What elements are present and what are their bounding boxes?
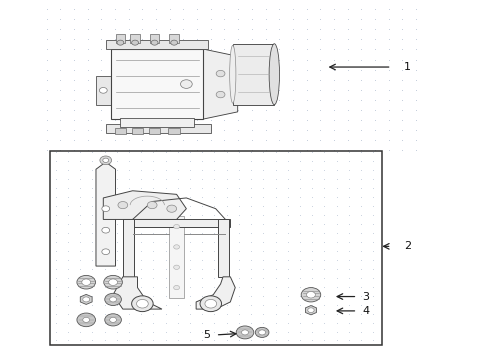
Circle shape — [242, 330, 248, 335]
Text: 1: 1 — [404, 62, 411, 72]
Circle shape — [105, 314, 122, 326]
Circle shape — [171, 40, 177, 45]
Text: 2: 2 — [404, 241, 411, 251]
Bar — [123, 220, 134, 277]
Polygon shape — [113, 277, 162, 309]
Circle shape — [83, 297, 90, 302]
Polygon shape — [203, 49, 238, 119]
Bar — [123, 219, 230, 226]
Circle shape — [255, 327, 269, 337]
Circle shape — [110, 297, 117, 302]
Circle shape — [118, 202, 128, 209]
Circle shape — [105, 293, 122, 306]
Circle shape — [117, 40, 124, 45]
Bar — [218, 220, 229, 277]
Bar — [106, 40, 208, 49]
Circle shape — [132, 40, 139, 45]
Circle shape — [82, 279, 91, 285]
Circle shape — [77, 313, 96, 327]
Circle shape — [167, 205, 176, 212]
Circle shape — [173, 225, 179, 229]
Circle shape — [307, 292, 316, 298]
Circle shape — [83, 318, 90, 322]
Text: 4: 4 — [362, 306, 369, 316]
Circle shape — [173, 285, 179, 290]
Bar — [169, 34, 179, 42]
Bar — [233, 44, 274, 105]
Circle shape — [180, 80, 192, 88]
Circle shape — [104, 275, 122, 289]
Circle shape — [173, 245, 179, 249]
Circle shape — [205, 300, 217, 308]
Circle shape — [216, 91, 225, 98]
Circle shape — [102, 206, 110, 212]
Bar — [116, 34, 125, 42]
Bar — [115, 129, 126, 134]
Circle shape — [200, 296, 221, 312]
Text: 5: 5 — [203, 330, 211, 340]
Polygon shape — [196, 277, 235, 309]
Ellipse shape — [269, 44, 279, 105]
Circle shape — [77, 275, 96, 289]
Circle shape — [236, 326, 254, 339]
Polygon shape — [80, 294, 92, 305]
Circle shape — [216, 70, 225, 77]
Circle shape — [301, 288, 321, 302]
Bar — [96, 76, 111, 105]
Ellipse shape — [230, 45, 236, 103]
Polygon shape — [96, 162, 123, 266]
Bar — [106, 125, 211, 134]
Circle shape — [103, 158, 109, 162]
Bar — [169, 216, 184, 298]
Circle shape — [109, 279, 118, 285]
Circle shape — [100, 156, 112, 165]
Bar — [130, 34, 140, 42]
Bar — [150, 34, 159, 42]
Circle shape — [102, 227, 110, 233]
Circle shape — [173, 265, 179, 269]
Bar — [168, 129, 180, 134]
Polygon shape — [305, 306, 317, 315]
Circle shape — [308, 308, 314, 312]
Circle shape — [132, 296, 153, 312]
Circle shape — [147, 202, 157, 209]
Bar — [49, 151, 382, 345]
Bar — [149, 129, 160, 134]
Circle shape — [99, 87, 107, 93]
Circle shape — [259, 330, 266, 335]
Bar — [111, 49, 203, 119]
Text: 3: 3 — [362, 292, 369, 302]
Circle shape — [102, 249, 110, 255]
Circle shape — [110, 318, 117, 322]
Polygon shape — [103, 191, 186, 220]
Bar — [121, 118, 194, 127]
Bar — [132, 129, 144, 134]
Circle shape — [137, 300, 148, 308]
Circle shape — [151, 40, 158, 45]
